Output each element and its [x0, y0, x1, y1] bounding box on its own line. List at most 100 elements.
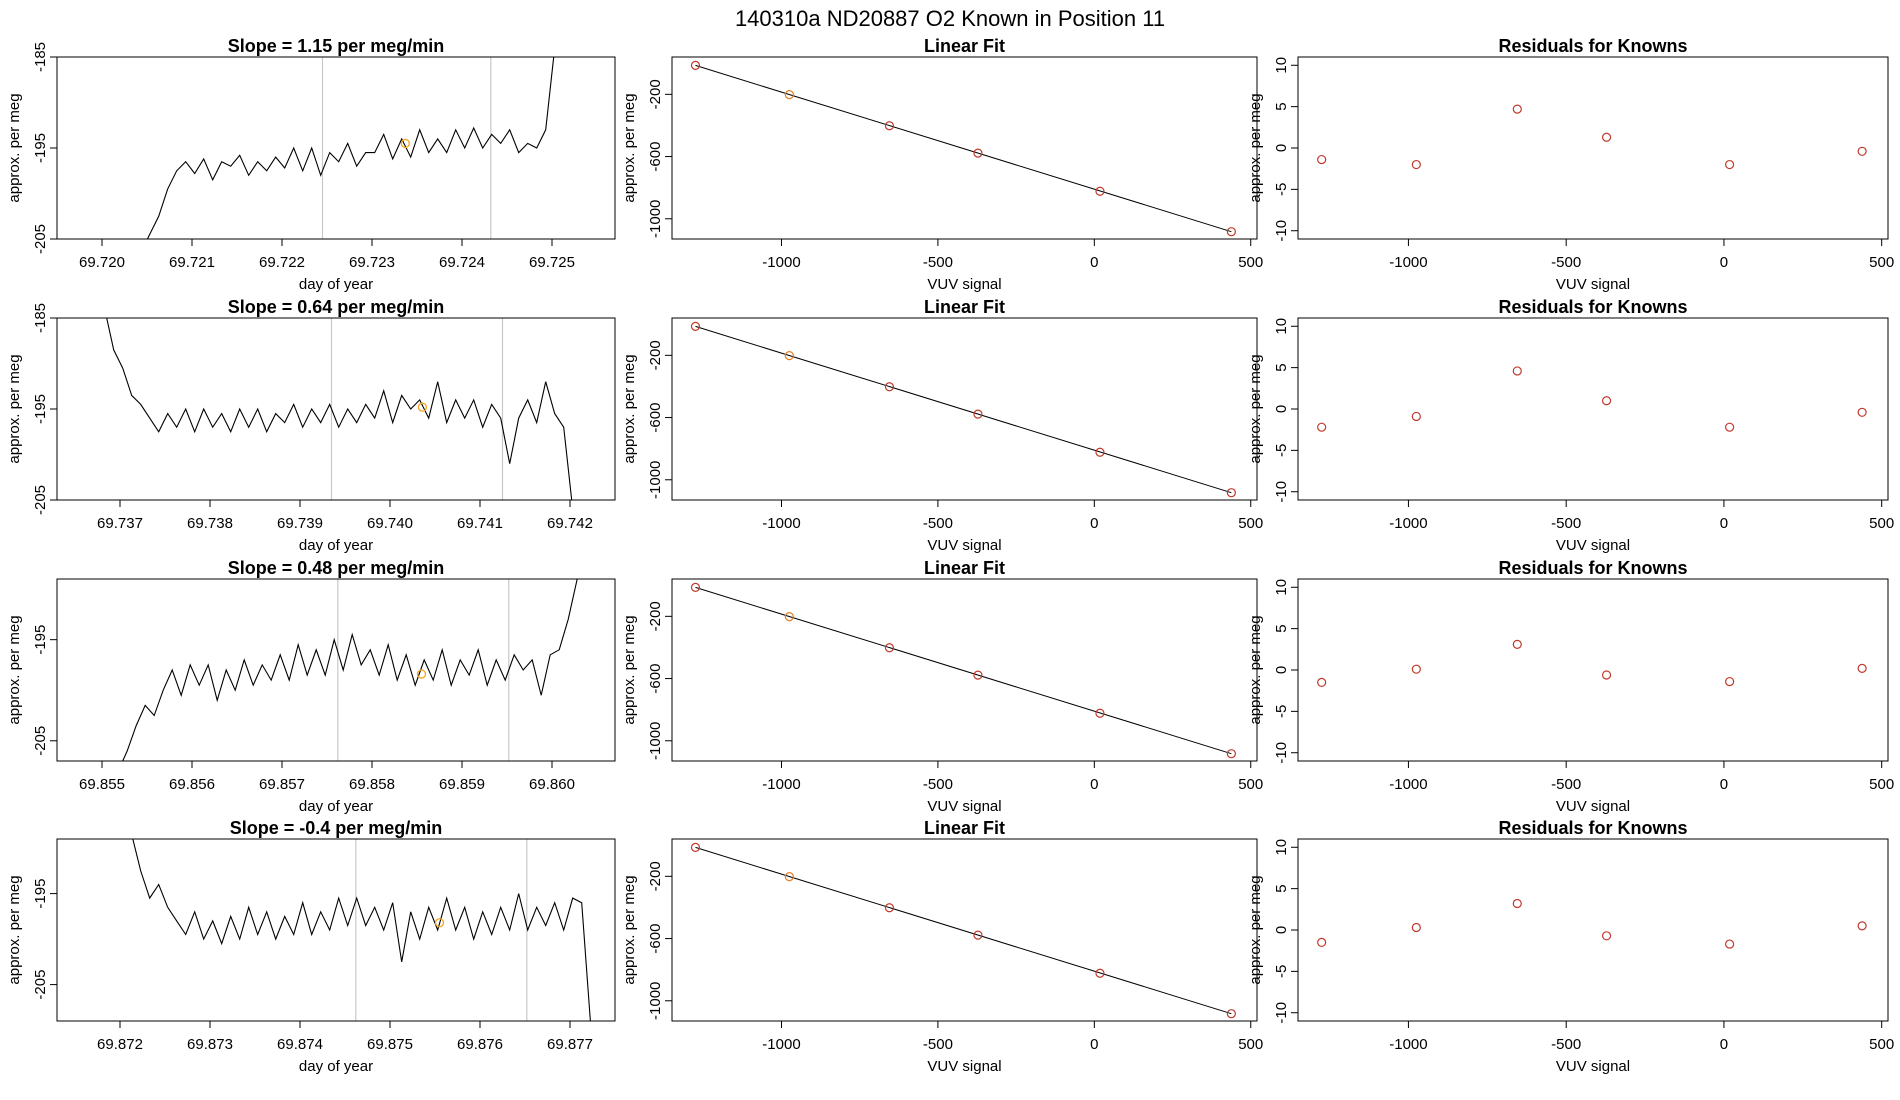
plot-frame: [671, 578, 1258, 762]
plot-area: [146, 57, 555, 239]
data-point: [1226, 227, 1236, 237]
plot-frame: [671, 56, 1258, 240]
y-tick-label: 10: [1273, 318, 1290, 335]
plot-area: [1317, 639, 1867, 688]
y-tick-label: -1000: [647, 461, 664, 499]
fit-line: [695, 586, 1232, 755]
x-tick-label: 69.874: [277, 1036, 323, 1053]
panel-title: Slope = -0.4 per meg/min: [230, 818, 443, 838]
panel-title: Slope = 0.64 per meg/min: [228, 297, 445, 317]
x-tick-label: 500: [1869, 1036, 1894, 1053]
x-tick-label: -500: [923, 776, 953, 793]
y-axis-label: approx. per meg: [621, 615, 638, 724]
y-tick-label: -5: [1273, 183, 1290, 196]
data-point: [690, 582, 701, 593]
y-tick-label: -200: [647, 861, 664, 891]
x-tick-label: 69.721: [169, 254, 215, 271]
x-axis-label: VUV signal: [927, 276, 1001, 293]
y-tick-label: -5: [1273, 705, 1290, 718]
data-point: [1601, 396, 1612, 406]
y-tick-label: -1000: [647, 722, 664, 760]
y-tick-label: -205: [32, 726, 49, 756]
x-axis-label: VUV signal: [1556, 537, 1630, 554]
data-point: [1857, 407, 1867, 417]
x-tick-label: 0: [1090, 254, 1098, 271]
plot-frame: [56, 56, 616, 240]
series-line: [122, 579, 578, 761]
data-point: [1601, 132, 1612, 142]
x-tick-label: -500: [1551, 1036, 1581, 1053]
y-tick-label: -10: [1273, 220, 1290, 242]
y-axis-label: approx. per meg: [1247, 875, 1264, 984]
y-tick-label: -195: [32, 625, 49, 655]
x-tick-label: 0: [1720, 776, 1728, 793]
x-tick-label: 69.737: [97, 515, 143, 532]
panel-title: Residuals for Knowns: [1498, 36, 1687, 56]
fit-line: [695, 64, 1232, 233]
reference-point: [400, 138, 410, 149]
y-tick-label: -1000: [647, 982, 664, 1020]
data-point: [1095, 968, 1105, 978]
data-point: [1725, 159, 1735, 170]
x-tick-label: 0: [1090, 776, 1098, 793]
x-tick-label: 69.872: [97, 1036, 143, 1053]
data-point: [1512, 639, 1522, 649]
x-axis-label: VUV signal: [1556, 798, 1630, 815]
x-tick-label: 500: [1869, 515, 1894, 532]
x-tick-label: 69.876: [457, 1036, 503, 1053]
panel-title: Linear Fit: [924, 558, 1005, 578]
x-axis-label: VUV signal: [927, 537, 1001, 554]
x-tick-label: 69.856: [169, 776, 215, 793]
panel-title: Linear Fit: [924, 36, 1005, 56]
plot-area: [132, 839, 591, 1021]
x-tick-label: 69.875: [367, 1036, 413, 1053]
y-tick-label: 5: [1273, 624, 1290, 632]
x-tick-label: 500: [1238, 776, 1263, 793]
x-axis-label: VUV signal: [1556, 276, 1630, 293]
data-point: [973, 670, 983, 680]
x-tick-label: 69.738: [187, 515, 233, 532]
panel-title: Slope = 0.48 per meg/min: [228, 558, 445, 578]
x-tick-label: -1000: [1389, 776, 1427, 793]
data-point: [1095, 186, 1105, 196]
series-line: [146, 57, 555, 239]
x-tick-label: 500: [1238, 515, 1263, 532]
data-point: [1601, 670, 1612, 680]
y-tick-label: 0: [1273, 666, 1290, 674]
data-point: [1095, 708, 1105, 718]
data-point: [884, 903, 895, 913]
reference-point: [417, 402, 428, 412]
x-tick-label: 69.857: [259, 776, 305, 793]
y-tick-label: -10: [1273, 742, 1290, 764]
plot-frame: [56, 578, 616, 762]
data-point: [1095, 447, 1105, 457]
figure-title: 140310a ND20887 O2 Known in Position 11: [735, 6, 1165, 31]
y-tick-label: 10: [1273, 57, 1290, 74]
y-axis-label: approx. per meg: [1247, 615, 1264, 724]
x-tick-label: -1000: [762, 254, 800, 271]
y-tick-label: 0: [1273, 144, 1290, 152]
x-tick-label: -1000: [1389, 254, 1427, 271]
x-tick-label: 500: [1238, 254, 1263, 271]
panel-3-3: Residuals for Knowns VUV signal approx. pe…: [1247, 558, 1894, 815]
x-tick-label: 500: [1238, 1036, 1263, 1053]
plot-area: [106, 318, 573, 500]
x-tick-label: -1000: [1389, 1036, 1427, 1053]
y-tick-label: -10: [1273, 1002, 1290, 1024]
y-tick-label: -5: [1273, 965, 1290, 978]
data-point: [1857, 146, 1867, 156]
panel-title: Linear Fit: [924, 297, 1005, 317]
y-tick-label: -195: [32, 394, 49, 424]
data-point: [1317, 937, 1327, 948]
y-tick-label: -205: [32, 970, 49, 1000]
data-point: [784, 351, 794, 361]
panel-title: Linear Fit: [924, 818, 1005, 838]
y-tick-label: 0: [1273, 405, 1290, 413]
x-axis-label: day of year: [299, 276, 373, 293]
plot-area: [1317, 366, 1867, 432]
data-point: [1512, 898, 1522, 909]
y-tick-label: -200: [647, 340, 664, 370]
data-point: [973, 409, 983, 419]
data-point: [884, 643, 895, 653]
panel-1-1: Slope = 1.15 per meg/min day of year appro…: [6, 36, 616, 293]
